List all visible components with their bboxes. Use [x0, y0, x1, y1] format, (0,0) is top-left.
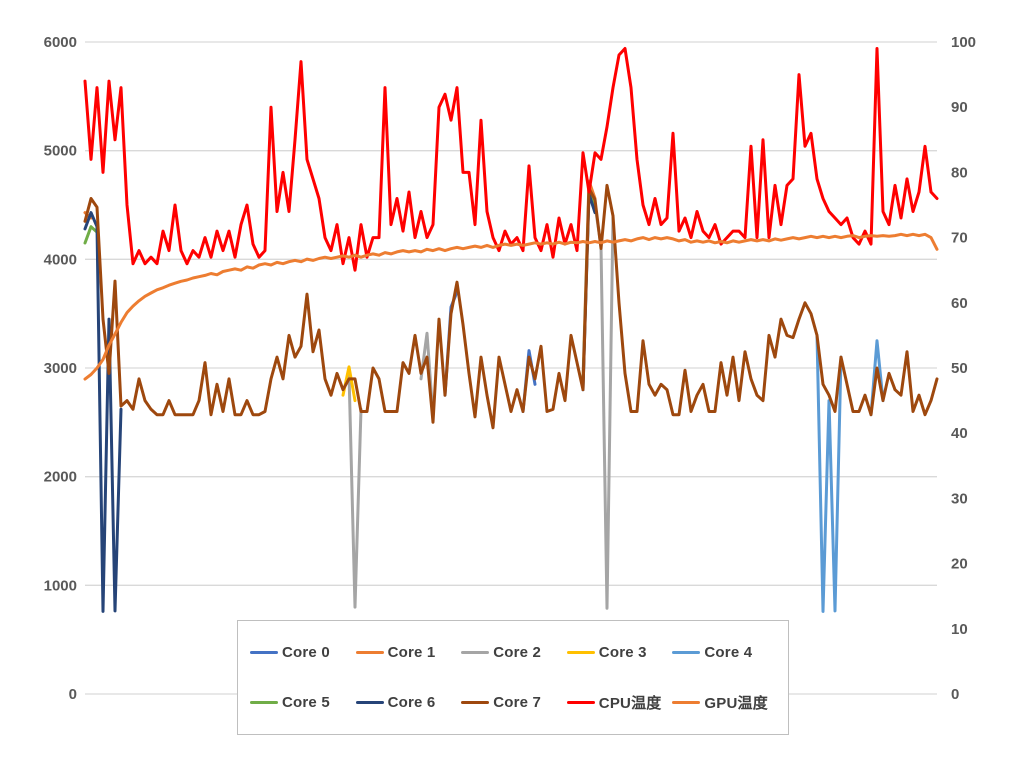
series-line-core-5	[83, 225, 99, 245]
legend-item-core-3: Core 3	[566, 643, 673, 661]
right-axis-tick-label: 0	[951, 686, 959, 703]
legend-item-core-5: Core 5	[250, 694, 356, 711]
series-line-core-7	[83, 183, 939, 430]
right-axis-tick-label: 30	[951, 490, 968, 507]
legend-swatch-icon	[355, 650, 384, 654]
legend-swatch-icon	[250, 701, 278, 705]
legend-item-core-7: Core 7	[461, 694, 567, 711]
series-line-core-2	[593, 203, 615, 610]
series-line-core-6	[83, 211, 123, 613]
legend-item-core-2: Core 2	[461, 644, 567, 661]
legend-label: Core 4	[704, 643, 753, 661]
right-axis-tick-label: 90	[951, 99, 968, 116]
series-line-core-4	[815, 333, 843, 613]
legend-label: Core 6	[387, 694, 436, 712]
legend-item-core-6: Core 6	[355, 694, 462, 712]
right-axis-tick-label: 50	[951, 360, 968, 377]
series-line-core-2	[347, 371, 363, 609]
right-axis-tick-label: 40	[951, 425, 968, 442]
left-axis-tick-label: 1000	[44, 577, 77, 594]
right-axis-tick-label: 100	[951, 34, 976, 51]
legend-label: Core 7	[493, 694, 542, 712]
left-axis-tick-label: 6000	[44, 34, 77, 51]
right-axis-tick-label: 20	[951, 556, 968, 573]
legend-swatch-icon	[461, 701, 490, 705]
left-axis-tick-label: 2000	[44, 469, 77, 486]
legend-label: CPU温度	[598, 695, 662, 713]
legend-label: Core 2	[493, 643, 542, 661]
right-axis-tick-label: 80	[951, 164, 968, 181]
right-axis-tick-label: 10	[951, 621, 968, 638]
legend-item-core-4: Core 4	[672, 644, 778, 661]
legend-label: Core 1	[387, 643, 436, 661]
legend-label: Core 5	[282, 694, 330, 712]
right-axis-tick-label: 60	[951, 295, 968, 312]
legend-label: Core 0	[282, 643, 330, 661]
legend-item-gpu温度: GPU温度	[672, 692, 778, 713]
right-axis-tick-label: 70	[951, 230, 968, 247]
series-line-gpu温度	[83, 232, 939, 381]
legend-swatch-icon	[355, 701, 384, 705]
legend-label: Core 3	[598, 643, 647, 661]
legend-swatch-icon	[672, 701, 701, 705]
left-axis-tick-label: 0	[69, 686, 77, 703]
legend-swatch-icon	[672, 650, 701, 654]
left-axis-tick-label: 4000	[44, 251, 77, 268]
chart-legend: Core 0 Core 1 Core 2 Core 3 Core 4 Core 5 Core…	[237, 620, 789, 735]
legend-label: GPU温度	[704, 695, 768, 713]
legend-item-core-1: Core 1	[355, 643, 462, 661]
legend-swatch-icon	[566, 650, 595, 654]
legend-swatch-icon	[250, 650, 278, 654]
legend-item-cpu温度: CPU温度	[566, 692, 673, 713]
legend-swatch-icon	[461, 650, 490, 654]
legend-swatch-icon	[566, 701, 595, 705]
legend-item-core-0: Core 0	[250, 644, 356, 661]
left-axis-tick-label: 5000	[44, 143, 77, 160]
left-axis-tick-label: 3000	[44, 360, 77, 377]
